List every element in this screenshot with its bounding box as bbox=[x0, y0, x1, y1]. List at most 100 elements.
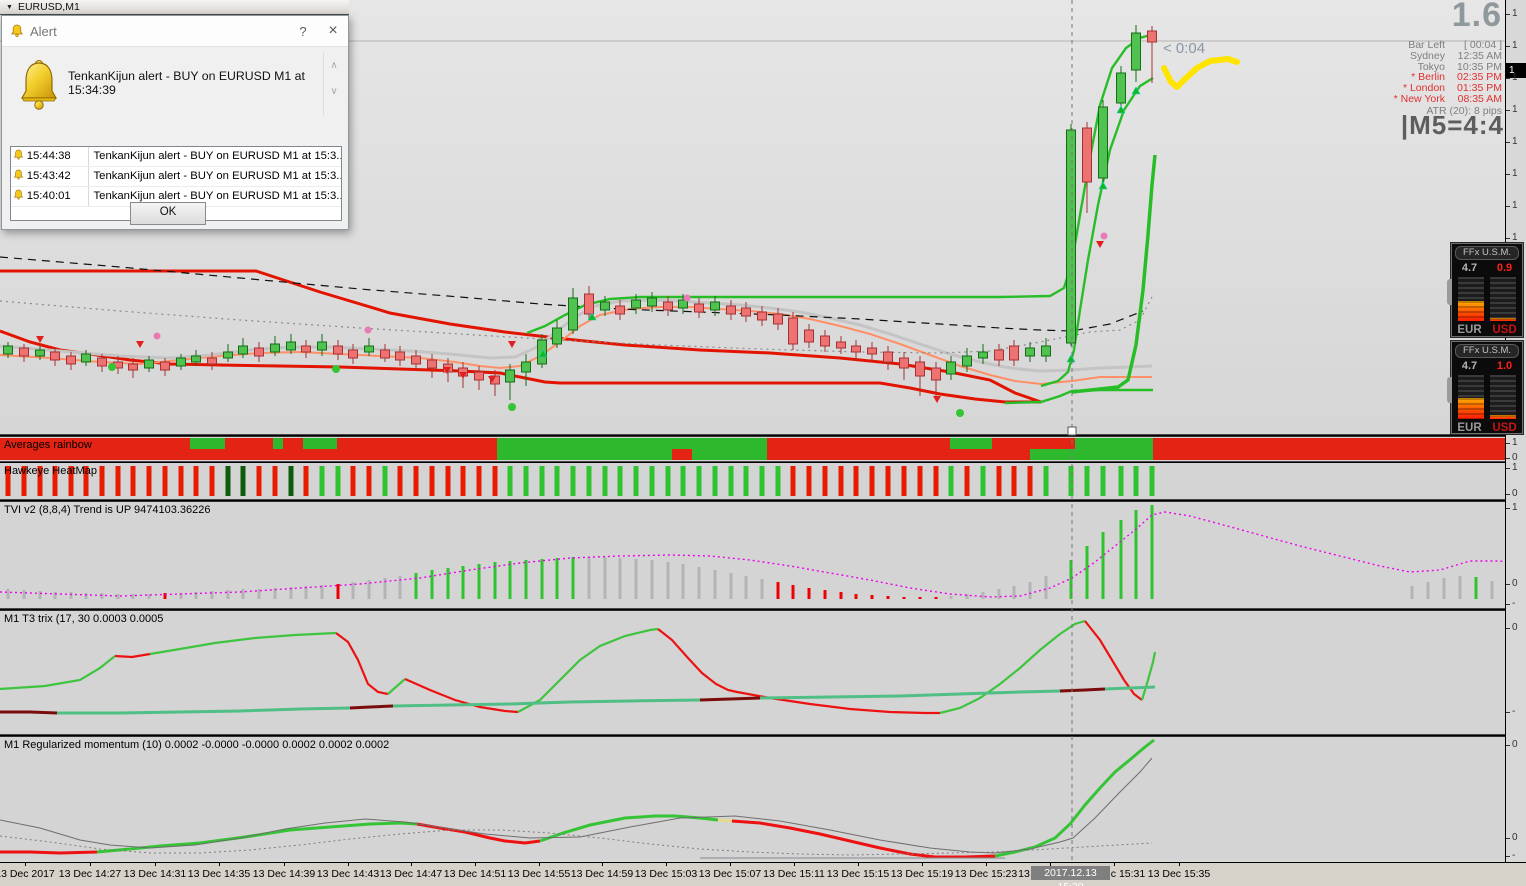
signal-dot-pink bbox=[683, 294, 691, 302]
scroll-down-button[interactable]: ∨ bbox=[330, 86, 338, 97]
momentum-main bbox=[416, 822, 541, 845]
panel-separator[interactable] bbox=[0, 499, 1526, 502]
chart-canvas[interactable] bbox=[0, 0, 1505, 862]
meter-left-value: 4.7 bbox=[1461, 360, 1478, 372]
buy-arrow-icon bbox=[1116, 105, 1126, 114]
buy-arrow-icon bbox=[587, 312, 597, 321]
close-icon[interactable]: × bbox=[328, 22, 338, 39]
atr-value: ATR (20): 8 pips bbox=[1426, 104, 1502, 117]
heatmap-bar bbox=[1100, 466, 1106, 496]
candle-body bbox=[474, 371, 484, 381]
heatmap-bar bbox=[806, 466, 812, 496]
heatmap-bar bbox=[1011, 466, 1017, 496]
crosshair-handle[interactable] bbox=[1067, 426, 1077, 436]
panel-separator[interactable] bbox=[0, 461, 1526, 464]
heatmap-bar bbox=[256, 466, 262, 496]
time-axis-label: 13 Dec 15:19 bbox=[890, 868, 954, 880]
candle-body bbox=[883, 351, 893, 363]
sell-arrow-icon bbox=[36, 336, 44, 343]
tvi-bar bbox=[179, 593, 183, 599]
heatmap-bar bbox=[68, 466, 74, 496]
bid-price-box: 1 bbox=[1506, 63, 1526, 78]
market-sessions-block: Bar Left [ 00:04 ] Sydney 12:35 AM Tokyo 10… bbox=[1365, 40, 1502, 117]
heatmap-bar bbox=[523, 466, 529, 496]
candle-body bbox=[191, 355, 201, 363]
heatmap-bar bbox=[83, 466, 89, 496]
time-axis-label: 13 Dec 15:11 bbox=[763, 868, 825, 880]
tvi-bar bbox=[934, 597, 938, 599]
momentum-main bbox=[0, 850, 98, 855]
ok-button[interactable]: OK bbox=[130, 202, 206, 225]
tvi-bar bbox=[241, 589, 245, 599]
candle-body bbox=[678, 299, 688, 309]
meter-left-value: 4.7 bbox=[1461, 262, 1478, 274]
tvi-bar bbox=[116, 594, 120, 599]
meter-grip[interactable] bbox=[1447, 376, 1452, 403]
sell-arrow-icon bbox=[933, 396, 941, 403]
candle-body bbox=[1147, 30, 1157, 43]
hawkeye-heatmap-panel[interactable] bbox=[0, 463, 1505, 499]
bar-countdown: < 0:04 bbox=[1163, 40, 1206, 57]
heatmap-bar bbox=[288, 466, 294, 496]
help-button[interactable]: ? bbox=[299, 23, 307, 39]
candle-body bbox=[663, 301, 673, 311]
trix-panel[interactable] bbox=[0, 611, 1505, 734]
candle-body bbox=[160, 361, 170, 371]
tvi-bar bbox=[367, 580, 371, 599]
time-axis-label: 13 Dec 14:27 bbox=[58, 868, 122, 880]
ffx-meter-2[interactable]: FFx U.S.M. 4.7 1.0 EUR USD bbox=[1447, 340, 1524, 435]
time-axis-label: 13 Dec 15:15 bbox=[826, 868, 890, 880]
meter-grip[interactable] bbox=[1447, 278, 1452, 305]
heatmap-bar bbox=[602, 466, 608, 496]
time-axis-label: 13 Dec 14:39 bbox=[252, 868, 316, 880]
rainbow-segment bbox=[950, 438, 992, 449]
trix-slow bbox=[1104, 685, 1156, 691]
heatmap-bar bbox=[853, 466, 859, 496]
chevron-down-icon[interactable]: ▼ bbox=[6, 4, 13, 11]
alert-row[interactable]: 15:43:42 TenkanKijun alert - BUY on EURUS… bbox=[11, 167, 341, 187]
signal-dot-pink bbox=[153, 332, 161, 340]
candle-body bbox=[128, 363, 138, 371]
ffx-meter-1[interactable]: FFx U.S.M. 4.7 0.9 EUR USD bbox=[1447, 242, 1524, 338]
heatmap-bar bbox=[460, 466, 466, 496]
alert-row[interactable]: 15:40:01 TenkanKijun alert - BUY on EURUS… bbox=[11, 187, 341, 207]
tvi-bar bbox=[226, 590, 230, 599]
panel-separator[interactable] bbox=[0, 608, 1526, 611]
candle-body bbox=[223, 351, 233, 359]
time-axis-label: 13 Dec 2017 bbox=[0, 868, 55, 880]
tvi-panel[interactable] bbox=[0, 502, 1505, 608]
usd-strength-bar bbox=[1489, 374, 1517, 420]
heatmap-bar bbox=[413, 466, 419, 496]
heatmap-bar bbox=[193, 466, 199, 496]
panel-separator[interactable] bbox=[0, 734, 1526, 737]
tvi-bar bbox=[289, 587, 293, 599]
tvi-bar bbox=[618, 558, 622, 599]
tvi-bar bbox=[1490, 581, 1494, 599]
time-axis-label: 13 Dec 14:59 bbox=[570, 868, 634, 880]
tvi-bar bbox=[508, 561, 512, 599]
alert-row[interactable]: 15:44:38 TenkanKijun alert - BUY on EURUS… bbox=[11, 147, 341, 167]
momentum-panel[interactable] bbox=[0, 737, 1505, 860]
candle-body bbox=[788, 317, 798, 345]
chart-title-bar[interactable]: ▼ EURUSD,M1 bbox=[0, 0, 349, 15]
candle-body bbox=[270, 343, 280, 353]
chart-symbol-title: EURUSD,M1 bbox=[17, 1, 80, 13]
meter-left-label: EUR bbox=[1457, 324, 1482, 336]
time-axis-label: 13 Dec 14:55 bbox=[507, 868, 571, 880]
candle-body bbox=[773, 313, 783, 325]
tvi-bar bbox=[477, 564, 481, 599]
heatmap-bar bbox=[130, 466, 136, 496]
heatmap-bar bbox=[146, 466, 152, 496]
candle-body bbox=[631, 299, 641, 309]
time-axis-label: 13 Dec 14:43 bbox=[316, 868, 380, 880]
heatmap-bar bbox=[617, 466, 623, 496]
scroll-up-button[interactable]: ∧ bbox=[330, 60, 338, 71]
trix-slow bbox=[759, 689, 1061, 700]
heatmap-bar bbox=[1068, 466, 1074, 496]
heatmap-bar bbox=[1118, 466, 1124, 496]
green-steep bbox=[1071, 154, 1157, 394]
tvi-bar bbox=[414, 573, 418, 599]
alert-row-text: TenkanKijun alert - BUY on EURUSD M1 at … bbox=[93, 150, 341, 162]
panel-separator[interactable] bbox=[0, 434, 1526, 437]
